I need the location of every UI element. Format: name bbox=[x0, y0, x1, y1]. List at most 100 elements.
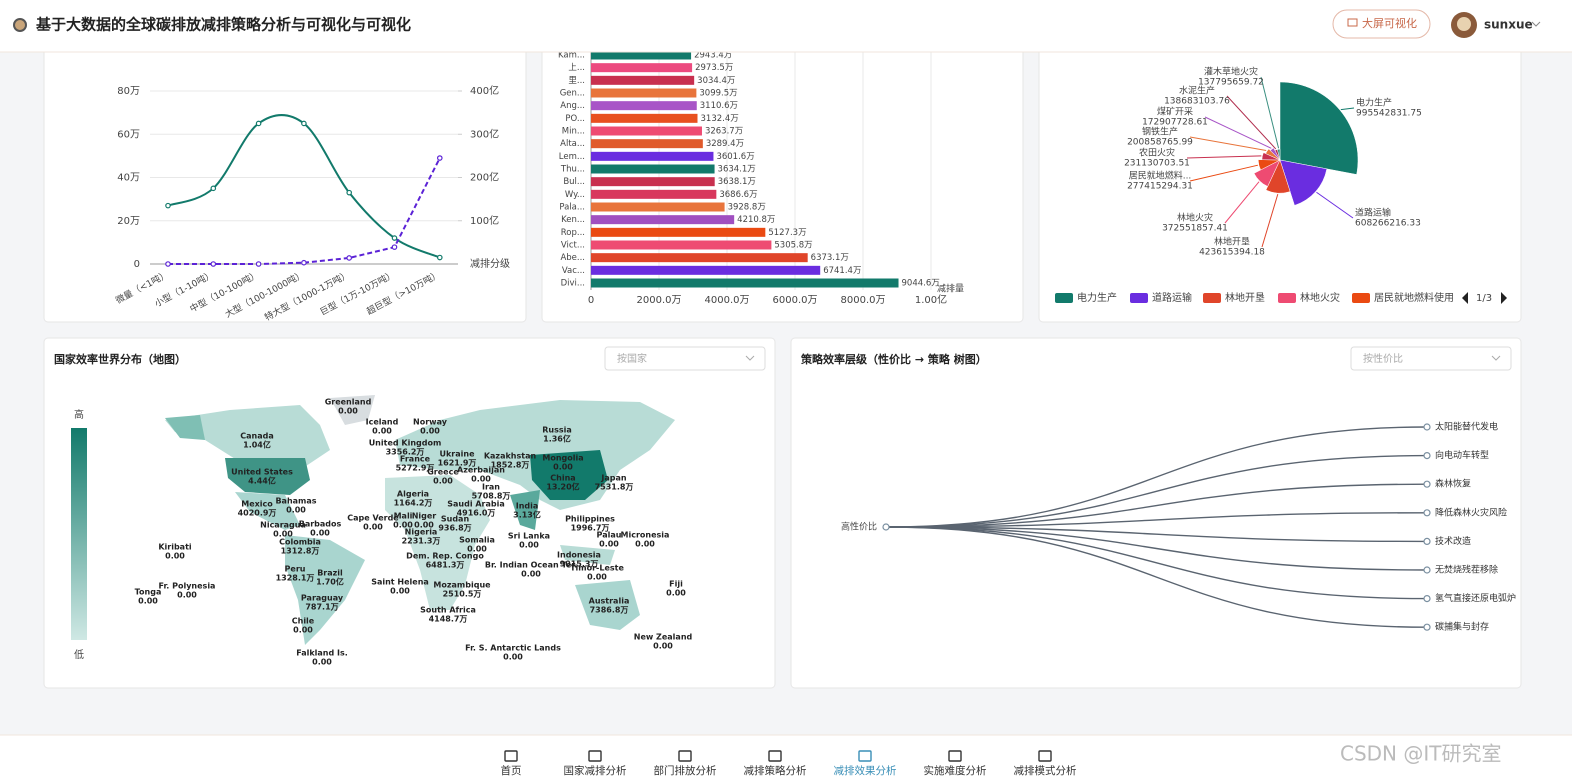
country-value: 2231.3万 bbox=[402, 537, 441, 546]
country-shape bbox=[560, 545, 615, 565]
category-label: Wy... bbox=[565, 190, 585, 200]
nav-icon[interactable] bbox=[678, 750, 692, 762]
category-label: Lem... bbox=[559, 152, 585, 162]
country-name: Azerbaijan bbox=[457, 466, 505, 475]
nav-icon[interactable] bbox=[588, 750, 602, 762]
leader-line bbox=[1189, 164, 1258, 182]
leader-line bbox=[1316, 191, 1354, 219]
tree-leaf-label: 向电动车转型 bbox=[1435, 449, 1489, 461]
value-label: 3289.4万 bbox=[706, 139, 744, 149]
country-value: 0.00 bbox=[338, 407, 358, 416]
nav-item[interactable]: 部门排放分析 bbox=[654, 764, 717, 777]
legend-next[interactable] bbox=[1501, 292, 1507, 304]
bar bbox=[591, 101, 697, 111]
value-label: 9044.6万 bbox=[902, 279, 940, 289]
nav-item[interactable]: 实施难度分析 bbox=[924, 764, 987, 777]
tree-leaf-label: 技术改造 bbox=[1435, 535, 1471, 547]
slice-name: 林地开垦 bbox=[1214, 236, 1250, 248]
button-frame[interactable] bbox=[1332, 9, 1431, 39]
nav-icon[interactable] bbox=[768, 750, 782, 762]
leader-line bbox=[1204, 116, 1272, 149]
country-name: Mexico bbox=[241, 500, 273, 509]
page-title: 基于大数据的全球碳排放减排策略分析与可视化与可视化 bbox=[35, 16, 411, 34]
nav-item[interactable]: 减排策略分析 bbox=[744, 764, 807, 777]
leader-line bbox=[1224, 181, 1260, 224]
country-name: Paraguay bbox=[301, 594, 344, 603]
y-tick-label: 40万 bbox=[117, 173, 140, 184]
country-value: 6481.3万 bbox=[426, 561, 465, 570]
select-placeholder[interactable]: 按性价比 bbox=[1363, 352, 1403, 365]
nav-icon[interactable] bbox=[1038, 750, 1052, 762]
country-shape bbox=[575, 580, 640, 630]
category-label: Alta... bbox=[560, 139, 585, 149]
category-label: Thu... bbox=[560, 165, 585, 175]
button-label[interactable]: 大屏可视化 bbox=[1362, 16, 1417, 30]
tree-leaf-node[interactable] bbox=[1423, 537, 1431, 546]
select-placeholder[interactable]: 按国家 bbox=[617, 352, 647, 365]
nav-icon[interactable] bbox=[858, 750, 872, 762]
line-point bbox=[301, 259, 307, 266]
category-label: Rop... bbox=[561, 228, 585, 238]
bar bbox=[591, 202, 725, 212]
user-menu-chevron[interactable] bbox=[1531, 21, 1541, 27]
big-screen-button[interactable]: 大屏可视化 bbox=[1332, 9, 1431, 39]
country-value: 0.00 bbox=[138, 597, 158, 606]
leader-line bbox=[1261, 193, 1279, 248]
x-tick-label: 4000.0万 bbox=[705, 295, 750, 306]
nav-icon[interactable] bbox=[948, 750, 962, 762]
select-chevron[interactable] bbox=[745, 355, 755, 361]
ratio-select[interactable] bbox=[1350, 346, 1512, 371]
value-label: 3110.6万 bbox=[700, 101, 738, 111]
country-value: 1312.8万 bbox=[281, 547, 320, 556]
country-name: China bbox=[550, 474, 575, 483]
category-label: Bul... bbox=[563, 177, 585, 187]
country-select[interactable] bbox=[604, 346, 766, 371]
country-value: 1.04亿 bbox=[243, 440, 271, 450]
country-name: Saudi Arabia bbox=[447, 500, 505, 509]
category-label: Divi... bbox=[561, 279, 585, 289]
tree-leaf-node[interactable] bbox=[1423, 594, 1431, 603]
nav-item[interactable]: 减排效果分析 bbox=[834, 764, 897, 777]
pie-slice bbox=[1279, 81, 1359, 175]
line-point bbox=[210, 185, 217, 192]
country-name: Colombia bbox=[279, 538, 321, 547]
value-label: 3099.5万 bbox=[699, 89, 737, 99]
legend-prev[interactable] bbox=[1462, 292, 1468, 304]
country-name: Falkland Is. bbox=[296, 649, 348, 658]
y-tick-label: 0 bbox=[134, 259, 140, 270]
nav-item[interactable]: 首页 bbox=[501, 764, 522, 777]
line-point bbox=[255, 261, 262, 267]
value-label: 6373.1万 bbox=[811, 253, 849, 263]
nav-icon[interactable] bbox=[504, 750, 518, 762]
tree-leaf-node[interactable] bbox=[1423, 509, 1431, 517]
visual-map-bar[interactable] bbox=[71, 428, 87, 640]
country-name: Fiji bbox=[669, 580, 683, 589]
country-name: Iceland bbox=[366, 418, 399, 427]
user-name[interactable]: sunxue bbox=[1484, 18, 1533, 32]
tree-leaf-node[interactable] bbox=[1423, 623, 1431, 631]
leader-line bbox=[1340, 107, 1355, 111]
line-point bbox=[391, 235, 398, 241]
country-value: 7386.8万 bbox=[590, 606, 629, 615]
legend-label: 林地开垦 bbox=[1225, 291, 1265, 304]
tree-leaf-node[interactable] bbox=[1423, 566, 1431, 574]
value-label: 5127.3万 bbox=[768, 228, 806, 238]
tree-leaf-node[interactable] bbox=[1423, 480, 1431, 488]
country-value: 0.00 bbox=[414, 521, 434, 530]
bar bbox=[591, 215, 735, 225]
tree-leaf-node[interactable] bbox=[1423, 452, 1431, 460]
category-label: Min... bbox=[562, 127, 585, 137]
nav-item[interactable]: 国家减排分析 bbox=[564, 764, 627, 777]
bar bbox=[591, 164, 715, 174]
value-label: 4210.8万 bbox=[737, 215, 775, 225]
tree-leaf-node[interactable] bbox=[1423, 423, 1431, 431]
slice-value: 200858765.99 bbox=[1127, 138, 1193, 148]
tree-root-node[interactable] bbox=[882, 523, 890, 531]
country-name: Somalia bbox=[459, 536, 495, 545]
select-chevron[interactable] bbox=[1491, 355, 1501, 361]
slice-name: 灌木草地火灾 bbox=[1204, 66, 1258, 78]
country-name: Canada bbox=[240, 432, 274, 441]
tree-link bbox=[885, 483, 1428, 528]
nav-item[interactable]: 减排模式分析 bbox=[1014, 764, 1077, 777]
tree-link bbox=[885, 526, 1428, 628]
